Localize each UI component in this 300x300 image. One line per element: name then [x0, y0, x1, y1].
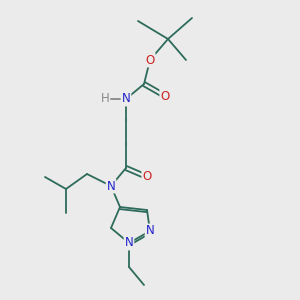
Text: N: N: [146, 224, 154, 238]
Text: O: O: [160, 89, 169, 103]
Text: O: O: [146, 53, 154, 67]
Text: H: H: [100, 92, 109, 106]
Text: N: N: [124, 236, 134, 250]
Text: N: N: [106, 179, 116, 193]
Text: N: N: [122, 92, 130, 106]
Text: O: O: [142, 170, 152, 184]
